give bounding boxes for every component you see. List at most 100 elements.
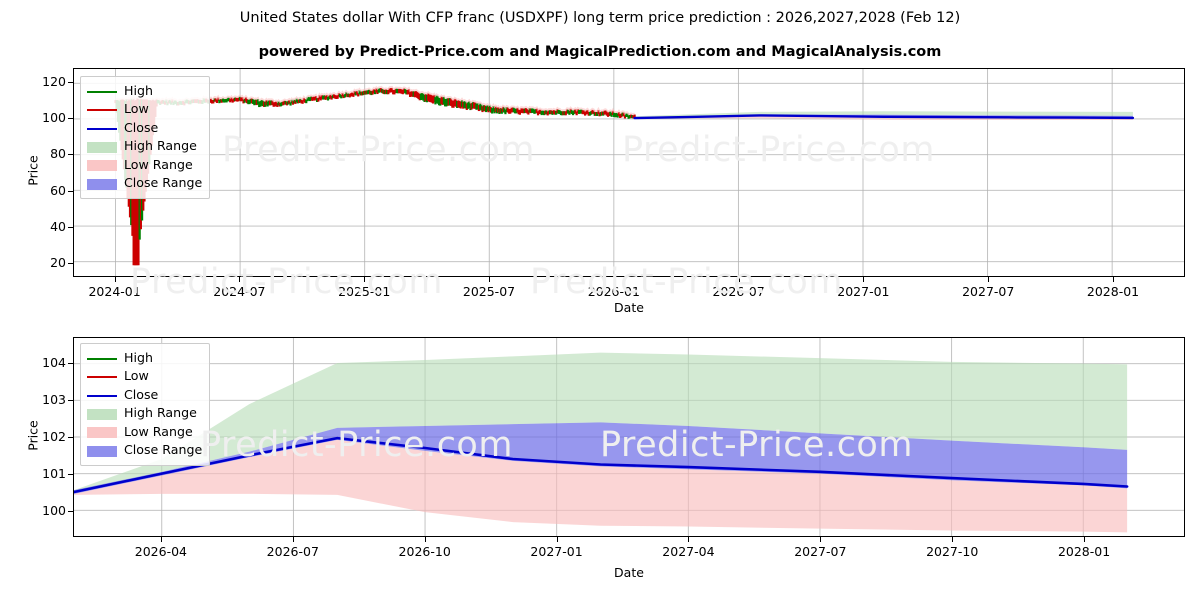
y-tick-mark — [68, 154, 73, 156]
y-tick-label: 20 — [50, 254, 66, 270]
legend-item-label: Close — [124, 119, 159, 135]
legend-band-swatch — [87, 408, 117, 420]
x-tick-mark — [364, 277, 366, 282]
y-tick-label: 101 — [42, 466, 66, 482]
legend-item-label: Low Range — [124, 156, 193, 172]
y-tick-mark — [68, 399, 73, 401]
y-tick-label: 40 — [50, 218, 66, 234]
x-tick-label: 2027-01 — [530, 544, 583, 559]
x-tick-mark — [160, 537, 162, 542]
x-tick-mark — [863, 277, 865, 282]
top-chart-y-axis-label: Price — [25, 155, 41, 186]
x-tick-label: 2024-07 — [213, 284, 266, 299]
y-tick-mark — [68, 437, 73, 438]
legend-swatch-line — [87, 127, 117, 130]
bottom-chart-legend: High Low Close High Range Low Range Close Ran… — [80, 343, 211, 466]
legend-item-label: High — [124, 82, 153, 98]
legend-item-high-range: High Range — [87, 405, 202, 424]
bottom-plot-area — [73, 337, 1185, 537]
legend-band-swatch — [87, 160, 117, 172]
legend-item-label: Close Range — [124, 442, 203, 458]
bottom-chart-x-axis-label: Date — [614, 565, 644, 580]
legend-swatch-line — [87, 109, 117, 112]
x-tick-mark — [1113, 277, 1115, 282]
x-tick-label: 2025-01 — [338, 284, 391, 299]
x-tick-mark — [239, 277, 241, 282]
x-tick-label: 2026-07 — [712, 284, 765, 299]
legend-swatch-line — [87, 394, 117, 397]
x-tick-mark — [1084, 537, 1086, 542]
y-tick-label: 120 — [42, 74, 66, 90]
top-chart-svg — [74, 69, 1184, 276]
legend-line-swatch — [87, 390, 117, 401]
legend-item-label: Close Range — [124, 175, 203, 191]
legend-swatch-line — [87, 376, 117, 379]
x-tick-label: 2027-01 — [837, 284, 890, 299]
legend-item-label: High — [124, 349, 153, 365]
x-tick-label: 2026-04 — [134, 544, 188, 559]
legend-band-swatch — [87, 445, 117, 457]
legend-item-high: High — [87, 349, 202, 368]
legend-swatch-line — [87, 90, 117, 93]
y-tick-mark — [68, 226, 73, 228]
x-tick-label: 2027-07 — [962, 284, 1015, 299]
legend-item-close-range: Close Range — [87, 442, 202, 461]
y-tick-mark — [68, 511, 73, 513]
y-tick-label: 100 — [42, 503, 66, 519]
legend-item-low-range: Low Range — [87, 156, 202, 175]
bottom-chart-y-axis-label: Price — [25, 420, 41, 451]
legend-swatch-line — [87, 357, 117, 360]
bottom-chart-svg — [74, 338, 1184, 536]
x-tick-label: 2028-01 — [1057, 544, 1111, 559]
legend-line-swatch — [87, 123, 117, 134]
top-chart-x-axis-label: Date — [614, 300, 644, 315]
y-tick-label: 104 — [42, 354, 66, 370]
y-tick-mark — [68, 190, 73, 192]
legend-line-swatch — [87, 371, 117, 382]
legend-band-swatch — [87, 178, 117, 190]
legend-band-swatch — [87, 427, 117, 439]
x-tick-mark — [489, 277, 490, 282]
x-tick-label: 2027-10 — [926, 544, 979, 559]
y-tick-label: 103 — [42, 391, 66, 407]
x-tick-label: 2027-04 — [662, 544, 715, 559]
legend-item-label: Low — [124, 101, 149, 117]
top-plot-area — [73, 68, 1185, 277]
x-tick-label: 2026-01 — [587, 284, 640, 299]
page-subtitle: powered by Predict-Price.com and Magical… — [258, 44, 942, 60]
legend-item-label: Low — [124, 368, 149, 384]
x-tick-mark — [613, 277, 615, 282]
x-tick-label: 2027-07 — [794, 544, 847, 559]
legend-item-low: Low — [87, 368, 202, 387]
x-tick-label: 2026-10 — [398, 544, 451, 559]
x-tick-mark — [292, 537, 294, 542]
x-tick-mark — [820, 537, 822, 542]
y-tick-mark — [68, 262, 73, 264]
x-tick-label: 2026-07 — [266, 544, 319, 559]
x-tick-mark — [988, 277, 990, 282]
x-tick-mark — [556, 537, 558, 542]
x-tick-mark — [738, 277, 740, 282]
legend-item-low-range: Low Range — [87, 423, 202, 442]
y-tick-label: 80 — [50, 146, 66, 162]
legend-band-swatch — [87, 141, 117, 153]
x-tick-mark — [952, 537, 954, 542]
legend-item-label: Low Range — [124, 423, 193, 439]
legend-item-close: Close — [87, 119, 202, 138]
legend-line-swatch — [87, 86, 117, 97]
x-tick-label: 2025-07 — [462, 284, 516, 299]
x-tick-mark — [688, 537, 690, 542]
legend-item-high: High — [87, 82, 202, 101]
legend-item-low: Low — [87, 101, 202, 120]
x-tick-mark — [424, 537, 426, 542]
top-chart-legend: High Low Close High Range Low Range Close Ran… — [80, 76, 211, 199]
page-title: United States dollar With CFP franc (USD… — [239, 10, 961, 26]
top-chart-panel — [73, 68, 1185, 277]
y-tick-label: 60 — [50, 182, 66, 198]
y-tick-mark — [68, 362, 73, 364]
y-tick-mark — [68, 82, 73, 84]
x-tick-mark — [114, 277, 116, 282]
y-tick-mark — [68, 474, 73, 476]
legend-item-close-range: Close Range — [87, 175, 202, 194]
